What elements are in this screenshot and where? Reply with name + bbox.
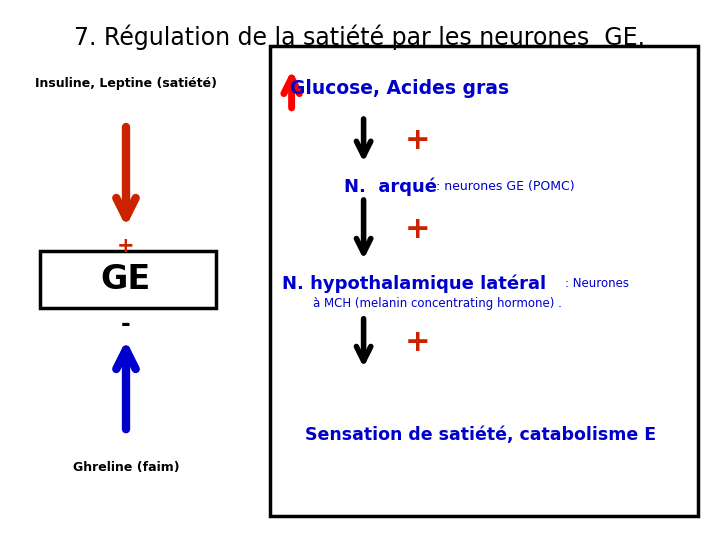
Text: +: + bbox=[405, 215, 431, 244]
Bar bbox=[270, 46, 698, 516]
Text: +: + bbox=[405, 126, 431, 155]
Text: : Neurones: : Neurones bbox=[565, 277, 629, 290]
Text: à MCH (melanin concentrating hormone) .: à MCH (melanin concentrating hormone) . bbox=[313, 297, 562, 310]
Text: : neurones GE (POMC): : neurones GE (POMC) bbox=[436, 180, 575, 193]
Text: +: + bbox=[405, 328, 431, 357]
Bar bbox=[40, 251, 216, 308]
Text: GE: GE bbox=[101, 262, 151, 296]
Text: 7. Régulation de la satiété par les neurones  GE.: 7. Régulation de la satiété par les neur… bbox=[74, 24, 646, 50]
Text: Sensation de satiété, catabolisme E: Sensation de satiété, catabolisme E bbox=[305, 426, 657, 444]
Text: N. hypothalamique latéral: N. hypothalamique latéral bbox=[282, 274, 546, 293]
Text: +: + bbox=[117, 235, 135, 256]
Text: -: - bbox=[121, 312, 131, 336]
Text: Ghreline (faim): Ghreline (faim) bbox=[73, 461, 179, 474]
Text: Glucose, Acides gras: Glucose, Acides gras bbox=[290, 79, 509, 98]
Text: Insuline, Leptine (satiété): Insuline, Leptine (satiété) bbox=[35, 77, 217, 90]
Text: N.  arqué: N. arqué bbox=[344, 177, 437, 195]
